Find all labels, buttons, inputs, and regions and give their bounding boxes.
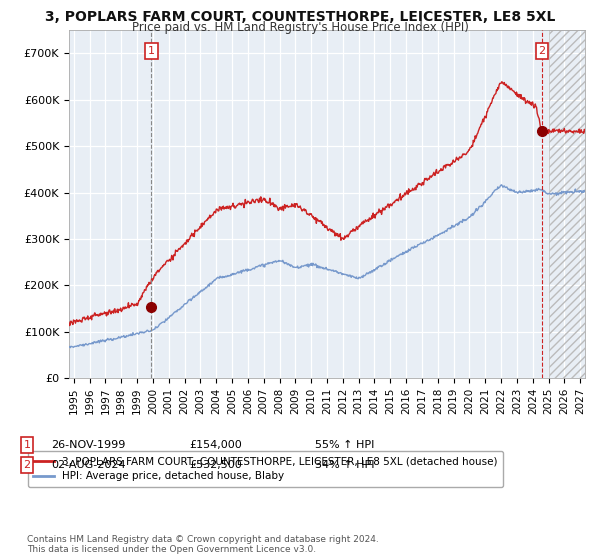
Text: Contains HM Land Registry data © Crown copyright and database right 2024.
This d: Contains HM Land Registry data © Crown c… xyxy=(27,535,379,554)
Text: £532,500: £532,500 xyxy=(189,460,242,470)
Text: 26-NOV-1999: 26-NOV-1999 xyxy=(51,440,125,450)
Text: 55% ↑ HPI: 55% ↑ HPI xyxy=(315,440,374,450)
Text: 3, POPLARS FARM COURT, COUNTESTHORPE, LEICESTER, LE8 5XL: 3, POPLARS FARM COURT, COUNTESTHORPE, LE… xyxy=(45,10,555,24)
Legend: 3, POPLARS FARM COURT, COUNTESTHORPE, LEICESTER, LE8 5XL (detached house), HPI: : 3, POPLARS FARM COURT, COUNTESTHORPE, LE… xyxy=(28,451,503,487)
Text: 2: 2 xyxy=(23,460,31,470)
Text: 34% ↑ HPI: 34% ↑ HPI xyxy=(315,460,374,470)
Text: 2: 2 xyxy=(538,46,545,56)
Text: £154,000: £154,000 xyxy=(189,440,242,450)
Text: 02-AUG-2024: 02-AUG-2024 xyxy=(51,460,125,470)
Text: Price paid vs. HM Land Registry's House Price Index (HPI): Price paid vs. HM Land Registry's House … xyxy=(131,21,469,34)
Text: 1: 1 xyxy=(23,440,31,450)
Text: 1: 1 xyxy=(148,46,155,56)
